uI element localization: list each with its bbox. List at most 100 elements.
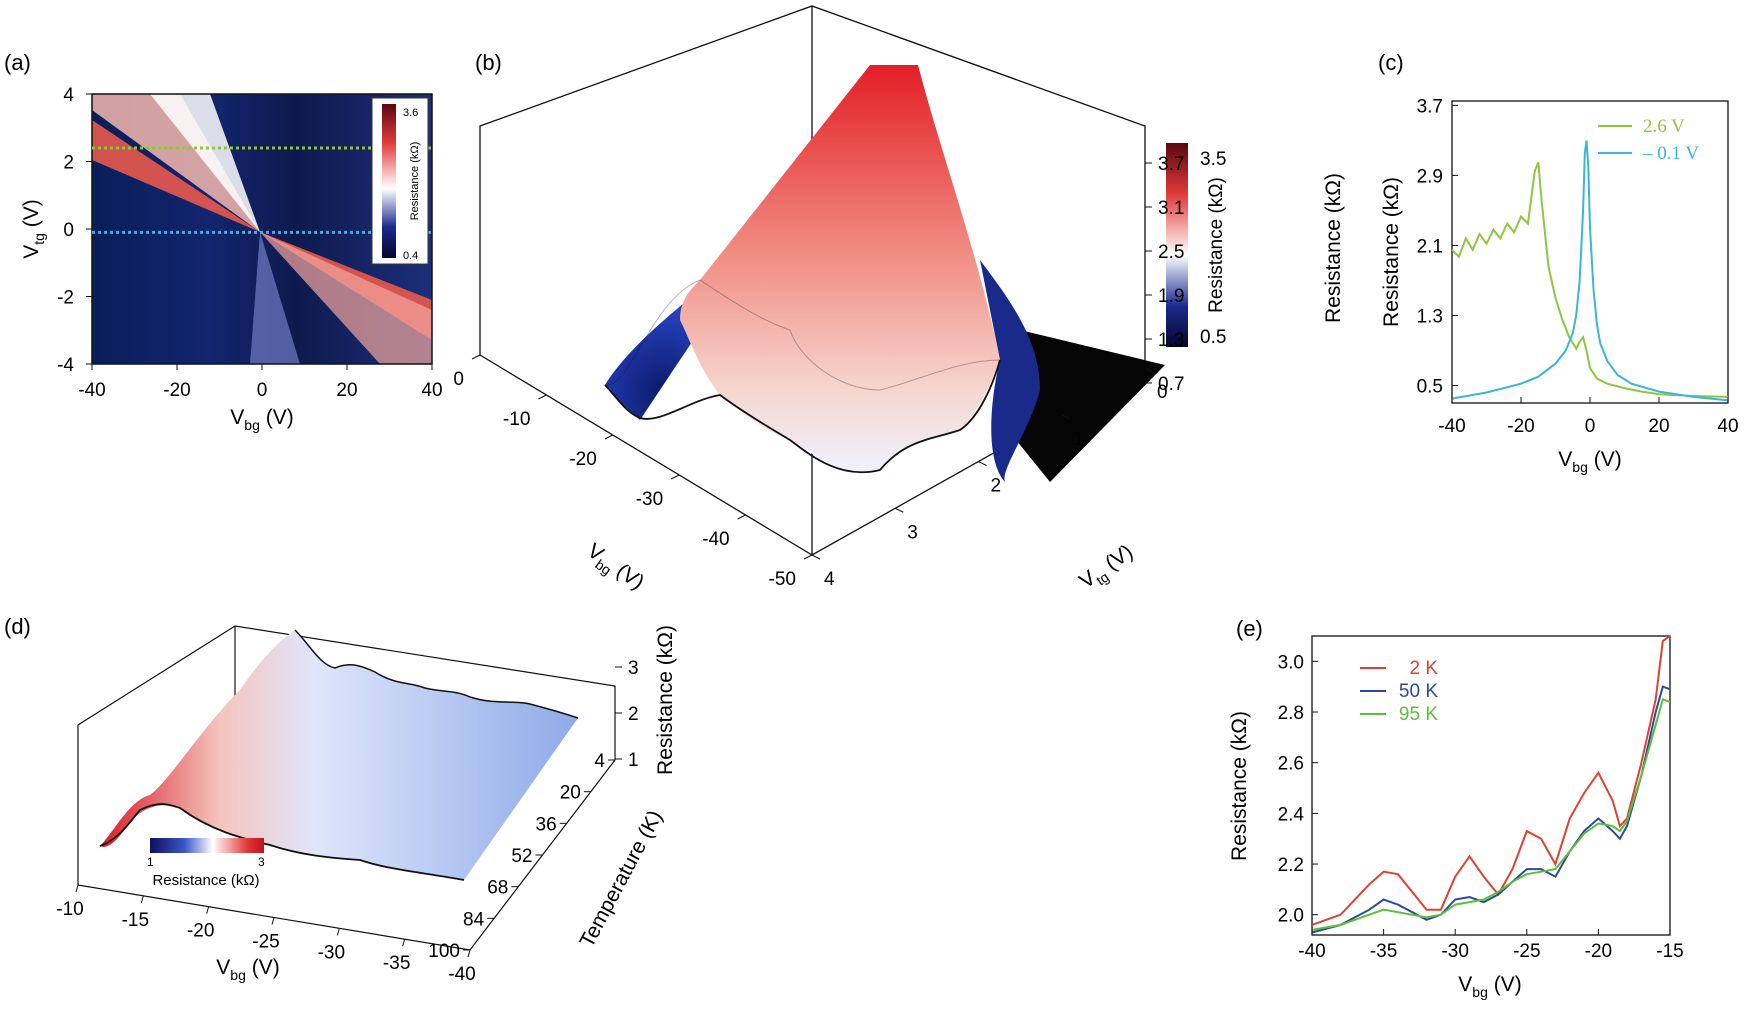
surface-b-main bbox=[680, 65, 1000, 473]
d-xtick-mark bbox=[467, 949, 471, 958]
colorbar-d-gradient bbox=[150, 838, 264, 853]
colorbar-a-label: Resistance (kΩ) bbox=[409, 142, 421, 221]
b-xlabel: Vbg (V) bbox=[581, 539, 648, 597]
b-xtick-mark bbox=[604, 434, 614, 440]
d-xtick-label: -10 bbox=[56, 899, 83, 920]
e-xtick-label: -30 bbox=[1441, 941, 1468, 962]
c-ytick-label: 1.3 bbox=[1417, 306, 1443, 327]
d-xtick-mark bbox=[75, 884, 79, 893]
colorbar-b-max: 3.5 bbox=[1200, 149, 1226, 170]
b-ytick-label: 4 bbox=[824, 569, 835, 590]
c-ytick-label: 2.9 bbox=[1417, 166, 1443, 187]
d-ylabel: Temperature (K) bbox=[575, 807, 667, 952]
e-xtick-label: -25 bbox=[1513, 941, 1540, 962]
panel-a-label: (a) bbox=[4, 50, 31, 75]
c-ytick-label: 0.5 bbox=[1417, 376, 1443, 397]
b-xtick-label: -10 bbox=[503, 409, 530, 430]
e-xtick-label: -15 bbox=[1656, 941, 1683, 962]
e-ytick-label: 2.4 bbox=[1278, 804, 1305, 825]
panel-b: (b) 3.5 0.5 Resistance (kΩ) 3.7 3.1 2.5 1.9… bbox=[453, 5, 1345, 597]
b-xtick-mark bbox=[471, 354, 481, 360]
a-ytick-label: 2 bbox=[63, 153, 74, 174]
c-xtick-label: -40 bbox=[1438, 416, 1465, 437]
panel-c-label: (c) bbox=[1378, 50, 1404, 75]
e-series-line-1 bbox=[1311, 685, 1671, 934]
heatmap-a-light-band-1 bbox=[92, 94, 260, 232]
colorbar-a-min: 0.4 bbox=[403, 250, 418, 262]
heatmap-a-white-band bbox=[150, 94, 260, 232]
panel-a: (a) 3.6 0.4 Resistance (kΩ) -40 -20 0 20 40 … bbox=[4, 50, 443, 433]
surface-b-right-wing bbox=[980, 260, 1040, 482]
e-legend-label: 2 K bbox=[1409, 658, 1438, 679]
a-xtick-label: 0 bbox=[257, 380, 268, 401]
e-ylabel: Resistance (kΩ) bbox=[1228, 711, 1251, 861]
e-ytick-label: 2.2 bbox=[1278, 855, 1304, 876]
e-legend-label: 95 K bbox=[1399, 704, 1438, 725]
surface-d-main bbox=[100, 630, 578, 880]
b-ztick-label: 1.9 bbox=[1158, 286, 1184, 307]
e-series-line-0 bbox=[1311, 635, 1671, 926]
colorbar-d-max: 3 bbox=[258, 855, 265, 869]
c-ylabel: Resistance (kΩ) bbox=[1380, 177, 1403, 327]
surface-b-edge-line bbox=[604, 359, 1001, 474]
b-xtick-label: -50 bbox=[769, 569, 796, 590]
b-ytick-mark bbox=[978, 461, 987, 466]
panel-e: (e) 2 K50 K95 K -40 -35 -30 -25 -20 -15 3.0 2.… bbox=[1228, 616, 1684, 1000]
panel-b-label: (b) bbox=[475, 50, 502, 75]
d-xtick-mark bbox=[206, 906, 210, 914]
a-xtick-label: 40 bbox=[421, 380, 442, 401]
colorbar-d-min: 1 bbox=[147, 855, 154, 869]
d-xtick-mark bbox=[402, 939, 406, 947]
b-ytick-mark bbox=[1144, 367, 1154, 373]
a-ytick-label: -2 bbox=[57, 288, 74, 309]
e-xlabel: Vbg (V) bbox=[1458, 973, 1521, 1000]
d-ytick-label: 84 bbox=[463, 909, 485, 930]
a-ytick-label: -4 bbox=[57, 355, 74, 376]
c-xtick-label: 20 bbox=[1648, 416, 1669, 437]
b-ytick-label: 0 bbox=[1157, 382, 1168, 403]
plot-e-frame bbox=[1311, 635, 1671, 936]
d-ytick-label: 100 bbox=[428, 941, 460, 962]
d-xtick-label: -40 bbox=[448, 964, 475, 985]
d-xtick-label: -20 bbox=[187, 921, 214, 942]
b-ytick-mark bbox=[895, 507, 904, 513]
a-ytick-label: 4 bbox=[63, 85, 74, 106]
d-xtick-label: -25 bbox=[252, 932, 279, 953]
b-ytick-mark bbox=[811, 554, 821, 560]
e-ytick-label: 3.0 bbox=[1278, 652, 1304, 673]
e-xtick-label: -35 bbox=[1370, 941, 1397, 962]
d-xtick-mark bbox=[271, 917, 275, 925]
c-xlabel: Vbg (V) bbox=[1558, 448, 1621, 475]
e-ytick-label: 2.6 bbox=[1278, 754, 1304, 775]
surface-b-ridge bbox=[604, 279, 1001, 391]
b-ytick-label: 1 bbox=[1074, 429, 1085, 450]
d-xtick-mark bbox=[336, 928, 340, 936]
d-ztick-label: 2 bbox=[628, 704, 639, 725]
b-xtick-mark bbox=[538, 394, 547, 400]
surface-b-black-region bbox=[1000, 330, 1165, 482]
b-ytick-mark bbox=[1061, 414, 1070, 420]
colorbar-b-label: Resistance (kΩ) bbox=[1206, 177, 1227, 313]
e-xtick-label: -40 bbox=[1298, 941, 1325, 962]
a-ytick-label: 0 bbox=[63, 220, 74, 241]
d-xlabel: Vbg (V) bbox=[216, 956, 279, 983]
d-ytick-label: 52 bbox=[511, 846, 532, 867]
d-ytick-label: 20 bbox=[560, 783, 581, 804]
b-xtick-label: -30 bbox=[636, 489, 663, 510]
heatmap-a-light-band-2 bbox=[260, 232, 432, 364]
colorbar-b-min: 0.5 bbox=[1200, 327, 1226, 348]
b-ytick-label: 3 bbox=[907, 522, 918, 543]
d-ytick-label: 4 bbox=[594, 751, 605, 772]
c-xtick-label: 40 bbox=[1717, 416, 1738, 437]
d-ytick-label: 36 bbox=[536, 814, 557, 835]
b-xtick-mark bbox=[670, 474, 680, 480]
colorbar-d-label: Resistance (kΩ) bbox=[152, 872, 259, 889]
colorbar-a-gradient bbox=[382, 104, 396, 258]
e-legend-label: 50 K bbox=[1399, 681, 1438, 702]
a-ylabel: Vtg (V) bbox=[20, 199, 47, 259]
d-xtick-label: -30 bbox=[318, 942, 345, 963]
b-zlabel: Resistance (kΩ) bbox=[1322, 173, 1345, 323]
d-xtick-mark bbox=[140, 895, 144, 903]
panel-d: (d) 1 3 Resistance (kΩ) 3 2 1 Resistance (… bbox=[4, 614, 677, 985]
